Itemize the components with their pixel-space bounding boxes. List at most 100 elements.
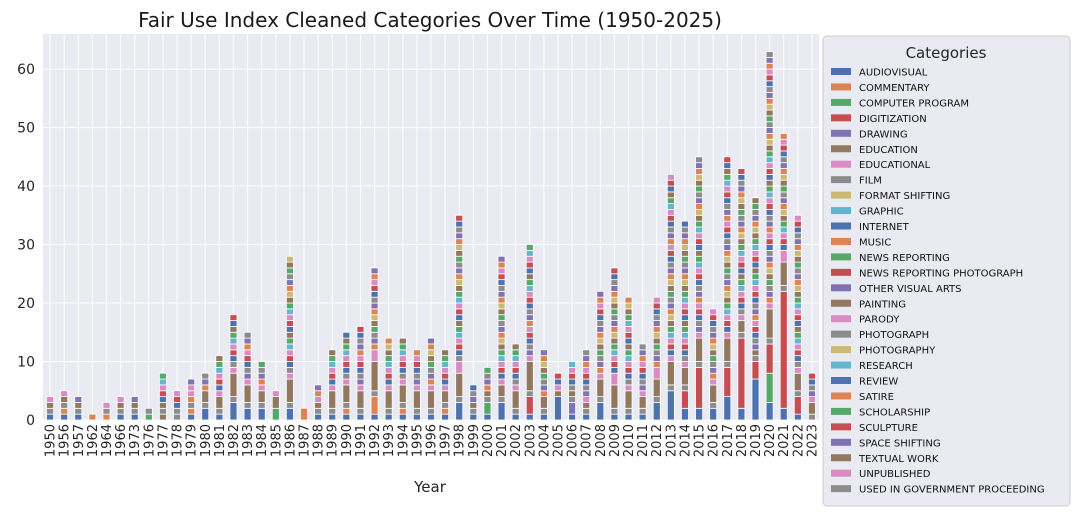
bar-segment — [497, 326, 506, 333]
bar-segment — [229, 361, 238, 368]
bar-segment — [215, 390, 224, 398]
bar-segment — [582, 361, 591, 368]
bar-segment — [483, 366, 492, 374]
bar-segment — [638, 366, 647, 374]
x-tick-label: 1982 — [227, 424, 242, 457]
bar-segment — [765, 56, 774, 64]
bar-segment — [765, 144, 774, 152]
bar-segment — [60, 390, 69, 398]
legend-swatch — [831, 222, 851, 230]
bar-segment — [808, 402, 816, 415]
bar-segment — [793, 320, 802, 327]
x-tick-label: 1996 — [425, 424, 440, 457]
bar-segment — [370, 337, 379, 345]
bar-segment — [666, 173, 675, 181]
bar-segment — [356, 366, 365, 374]
bar-segment — [737, 337, 746, 409]
bar-segment — [666, 296, 675, 304]
bar-segment — [412, 407, 421, 415]
bar-segment — [666, 255, 675, 263]
bar-stack — [243, 331, 252, 421]
bar-segment — [356, 343, 365, 351]
bar-segment — [624, 407, 633, 415]
bar-segment — [554, 378, 562, 386]
bar-segment — [398, 372, 407, 380]
bar-segment — [497, 402, 506, 421]
bar-segment — [765, 226, 774, 234]
bar-segment — [638, 390, 647, 398]
bar-segment — [652, 396, 661, 403]
bar-segment — [285, 366, 294, 374]
x-tick-label: 2010 — [622, 424, 637, 457]
bar-segment — [666, 331, 675, 339]
bar-segment — [201, 378, 210, 386]
bar-segment — [666, 361, 675, 386]
bar-segment — [229, 343, 238, 351]
bar-segment — [173, 407, 181, 415]
bar-segment — [215, 372, 224, 380]
bar-segment — [497, 314, 506, 321]
bar-segment — [398, 361, 407, 368]
bar-stack — [723, 156, 732, 421]
bar-segment — [779, 144, 788, 152]
bar-segment — [455, 314, 464, 321]
bar-segment — [511, 384, 520, 392]
bar-segment — [455, 320, 464, 327]
bar-segment — [455, 279, 464, 286]
bar-segment — [455, 290, 464, 298]
bar-segment — [610, 407, 619, 415]
bar-segment — [596, 337, 605, 345]
bar-stack — [300, 407, 308, 421]
bar-segment — [681, 249, 689, 257]
bar-segment — [243, 372, 252, 380]
bar-segment — [751, 378, 760, 421]
bar-segment — [793, 413, 802, 421]
bar-segment — [793, 290, 802, 298]
x-tick-label: 1989 — [326, 424, 341, 457]
bar-segment — [723, 273, 732, 281]
bar-segment — [779, 173, 788, 181]
bar-segment — [539, 378, 548, 386]
legend-swatch — [831, 330, 851, 338]
bar-segment — [765, 279, 774, 286]
bar-segment — [596, 290, 605, 298]
bar-stack — [765, 51, 774, 421]
bar-segment — [765, 173, 774, 181]
bar-segment — [793, 279, 802, 286]
bar-segment — [328, 355, 337, 362]
bar-segment — [610, 349, 619, 357]
bar-segment — [779, 191, 788, 199]
bar-segment — [624, 302, 633, 310]
bar-segment — [709, 349, 718, 357]
bar-segment — [497, 343, 506, 351]
bar-segment — [737, 238, 746, 245]
bar-segment — [398, 384, 407, 403]
legend-label: SCULPTURE — [859, 423, 918, 434]
bar-segment — [568, 384, 577, 392]
bar-segment — [46, 396, 54, 403]
legend-swatch — [831, 191, 851, 199]
bar-segment — [596, 331, 605, 339]
legend-item: SCHOLARSHIP — [831, 407, 930, 418]
legend-item: MUSIC — [831, 237, 891, 248]
bar-segment — [765, 238, 774, 245]
bar-segment — [158, 378, 167, 386]
bar-segment — [723, 290, 732, 298]
bar-segment — [554, 372, 562, 380]
bar-segment — [666, 279, 675, 286]
bar-segment — [342, 349, 351, 357]
bar-segment — [779, 238, 788, 245]
bar-stack — [116, 396, 125, 421]
legend-label: RESEARCH — [859, 361, 913, 372]
bar-segment — [285, 378, 294, 403]
bar-segment — [568, 372, 577, 380]
bar-segment — [751, 361, 760, 380]
bar-segment — [765, 343, 774, 374]
bar-segment — [793, 372, 802, 392]
bar-segment — [765, 62, 774, 70]
bar-segment — [751, 238, 760, 245]
bar-segment — [568, 390, 577, 398]
bar-segment — [765, 74, 774, 82]
bar-segment — [610, 355, 619, 362]
bar-segment — [723, 191, 732, 199]
